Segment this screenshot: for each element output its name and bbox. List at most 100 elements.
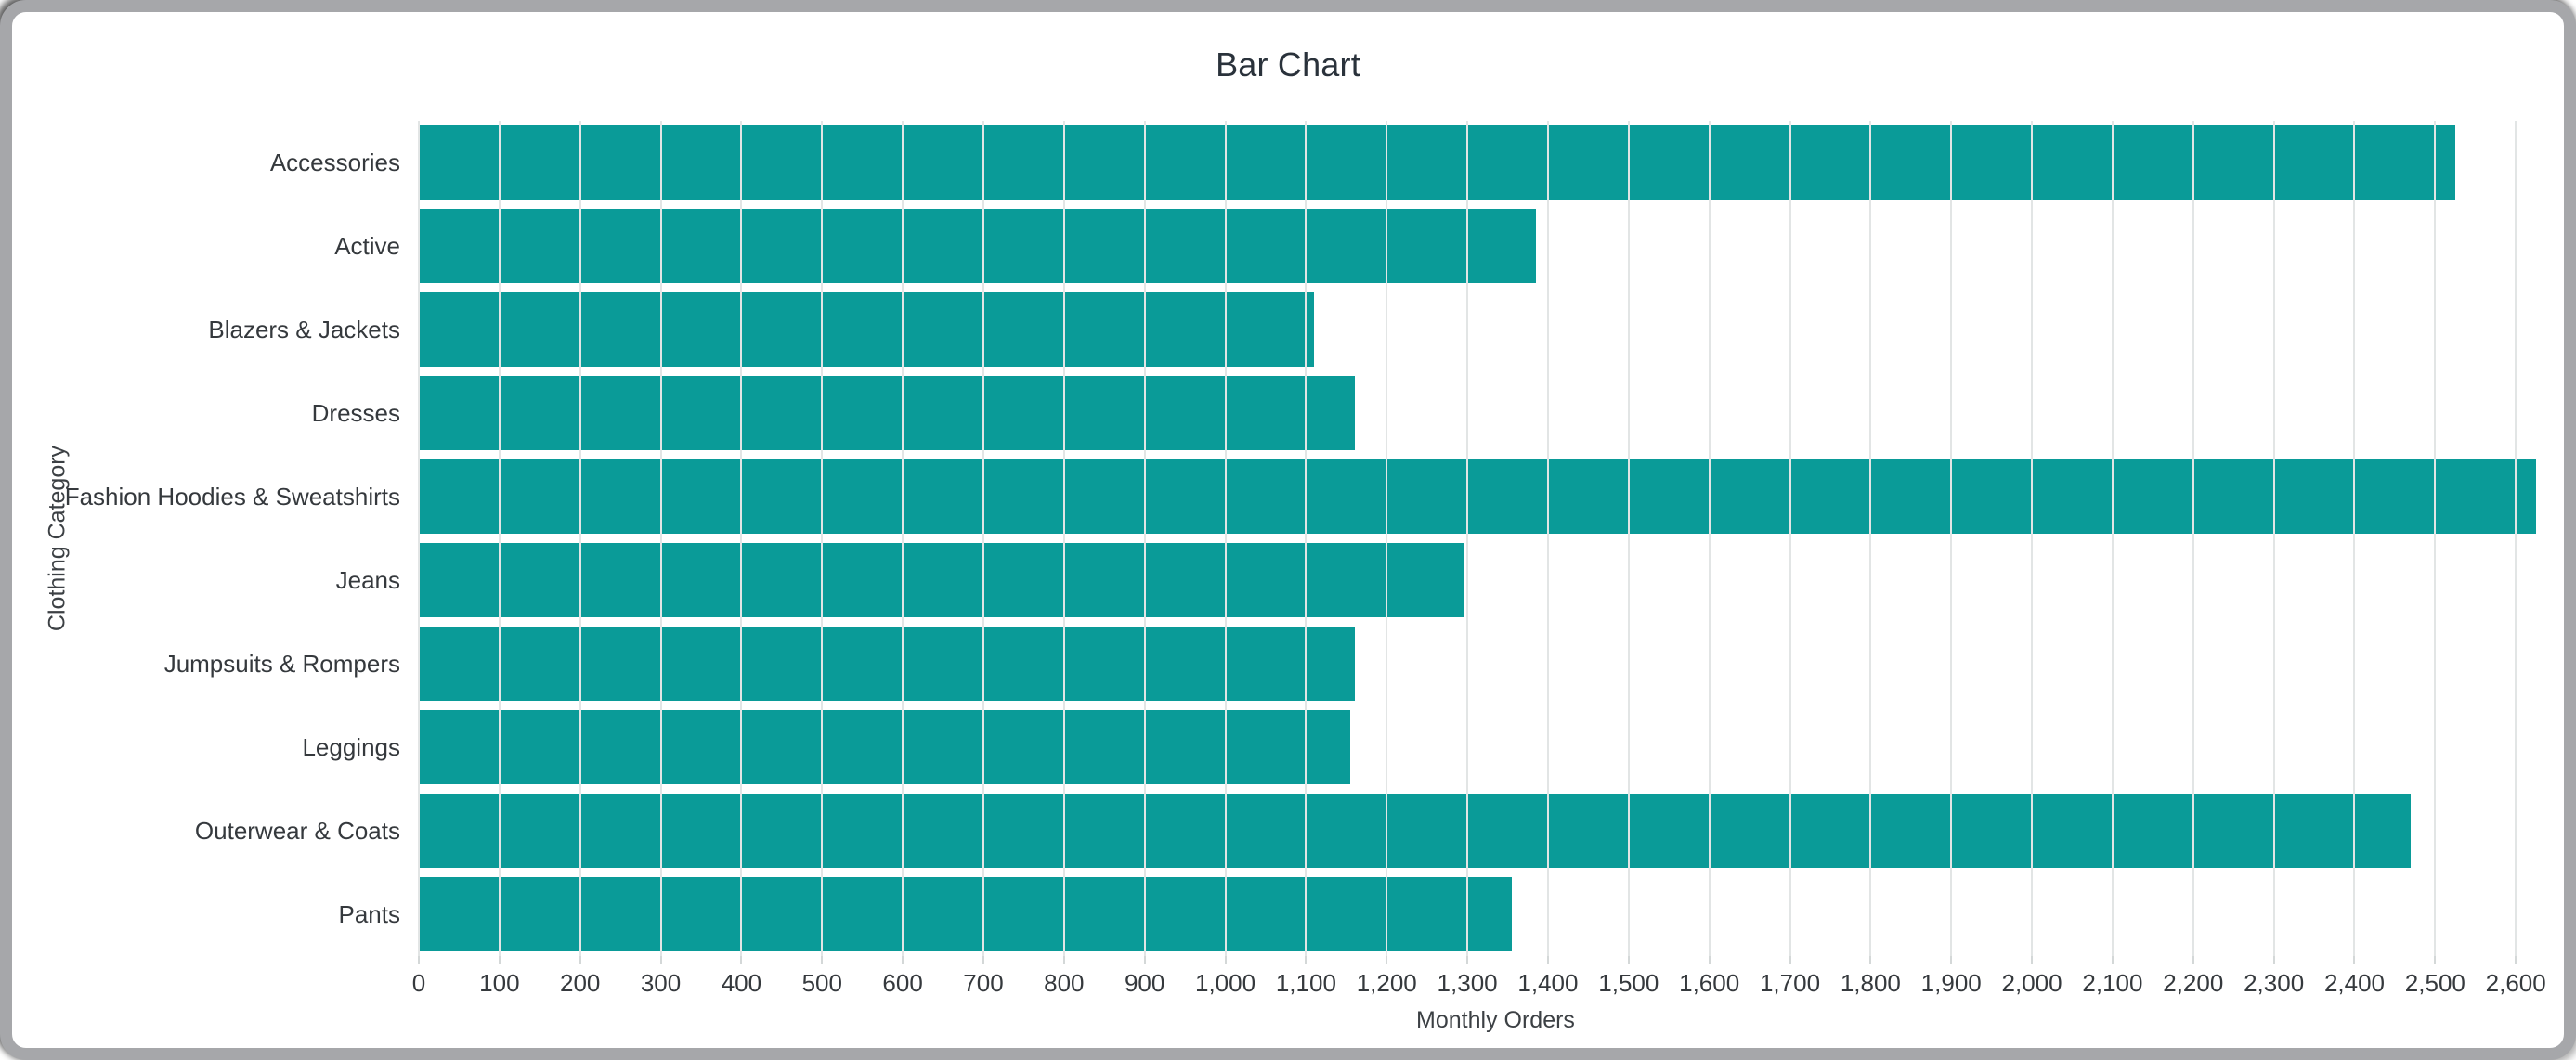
- y-tick-label-active: Active: [334, 231, 400, 260]
- x-axis-title: Monthly Orders: [1416, 1007, 1575, 1033]
- y-axis-tick-labels: Accessories Active Blazers & Jackets Dresse…: [12, 121, 400, 956]
- gridline-x-600: [902, 121, 904, 956]
- x-tick-label-2400: 2,400: [2323, 969, 2386, 997]
- gridline-x-1100: [1305, 121, 1308, 956]
- gridline-x-2600: [2515, 121, 2517, 956]
- x-tick-label-200: 200: [560, 969, 601, 997]
- gridline-x-1700: [1789, 121, 1791, 956]
- tick-mark-x-800: [1062, 956, 1065, 964]
- x-tick-label-500: 500: [801, 969, 842, 997]
- x-tick-label-600: 600: [882, 969, 923, 997]
- bar-row-fashion-hoodies-and-sweatshirts: [419, 455, 2572, 538]
- tick-mark-x-100: [498, 956, 501, 964]
- x-tick-label-2300: 2,300: [2244, 969, 2305, 997]
- gridline-x-2300: [2272, 121, 2275, 956]
- x-tick-label-800: 800: [1044, 969, 1085, 997]
- tick-mark-x-1100: [1305, 956, 1308, 964]
- x-tick-label-1300: 1,300: [1437, 969, 1498, 997]
- bar-row-accessories: [419, 121, 2572, 204]
- gridline-x-700: [982, 121, 984, 956]
- y-tick-label-jumpsuits-and-rompers: Jumpsuits & Rompers: [163, 649, 400, 678]
- gridline-x-800: [1062, 121, 1065, 956]
- x-tick-label-2500: 2,500: [2404, 969, 2465, 997]
- gridline-x-1600: [1708, 121, 1711, 956]
- bar-row-dresses: [419, 371, 2572, 455]
- bar-blazers-and-jackets[interactable]: [419, 292, 1315, 367]
- x-tick-label-2000: 2,000: [2001, 969, 2062, 997]
- chart-title: Bar Chart: [1216, 45, 1360, 84]
- tick-mark-x-1300: [1466, 956, 1469, 964]
- x-tick-label-700: 700: [963, 969, 1004, 997]
- tick-mark-x-2600: [2515, 956, 2517, 964]
- gridline-x-1400: [1546, 121, 1549, 956]
- x-tick-label-400: 400: [721, 969, 762, 997]
- bar-row-active: [419, 204, 2572, 288]
- y-tick-label-jeans: Jeans: [335, 565, 400, 594]
- bar-row-leggings: [419, 705, 2572, 789]
- gridline-x-2000: [2031, 121, 2034, 956]
- tick-mark-x-300: [659, 956, 662, 964]
- x-tick-label-1200: 1,200: [1356, 969, 1417, 997]
- gridline-x-500: [821, 121, 824, 956]
- tick-mark-x-1600: [1708, 956, 1711, 964]
- tick-mark-x-1700: [1789, 956, 1791, 964]
- bar-rows: [419, 121, 2572, 956]
- bar-leggings[interactable]: [419, 710, 1351, 784]
- bar-row-jeans: [419, 538, 2572, 622]
- tick-mark-x-2000: [2031, 956, 2034, 964]
- y-tick-label-outerwear-and-coats: Outerwear & Coats: [194, 816, 400, 845]
- y-tick-label-blazers-and-jackets: Blazers & Jackets: [208, 315, 400, 343]
- x-tick-label-1600: 1,600: [1679, 969, 1740, 997]
- tick-mark-x-1000: [1224, 956, 1227, 964]
- gridline-x-2400: [2353, 121, 2356, 956]
- bar-pants[interactable]: [419, 877, 1512, 951]
- x-tick-label-2600: 2,600: [2485, 969, 2546, 997]
- bar-jumpsuits-and-rompers[interactable]: [419, 627, 1355, 701]
- tick-mark-x-1400: [1546, 956, 1549, 964]
- x-axis-tick-labels: 0 100 200 300 400 500 600 700 800 900 1,000 1,100 1,…: [412, 969, 2572, 1001]
- x-tick-label-1000: 1,000: [1194, 969, 1256, 997]
- bar-active[interactable]: [419, 209, 1536, 283]
- gridline-x-1300: [1466, 121, 1469, 956]
- gridline-x-300: [659, 121, 662, 956]
- gridline-x-200: [579, 121, 581, 956]
- tick-mark-x-600: [902, 956, 904, 964]
- gridline-x-1900: [1950, 121, 1953, 956]
- x-tick-label-0: 0: [411, 969, 426, 997]
- gridline-x-0: [418, 121, 420, 956]
- plot-area: [418, 121, 2572, 964]
- gridline-x-2500: [2434, 121, 2437, 956]
- gridline-x-1800: [1869, 121, 1872, 956]
- tick-mark-x-1500: [1627, 956, 1630, 964]
- x-tick-label-300: 300: [640, 969, 682, 997]
- x-tick-label-100: 100: [479, 969, 520, 997]
- x-tick-label-1800: 1,800: [1840, 969, 1901, 997]
- bar-jeans[interactable]: [419, 543, 1464, 617]
- bar-accessories[interactable]: [419, 125, 2456, 200]
- tick-mark-x-1800: [1869, 956, 1872, 964]
- y-tick-label-accessories: Accessories: [269, 148, 400, 176]
- bar-fashion-hoodies-and-sweatshirts[interactable]: [419, 459, 2536, 534]
- tick-mark-x-2100: [2111, 956, 2114, 964]
- tick-mark-x-200: [579, 956, 581, 964]
- y-tick-label-leggings: Leggings: [302, 732, 400, 761]
- gridline-x-1200: [1386, 121, 1388, 956]
- bar-row-outerwear-and-coats: [419, 789, 2572, 873]
- tick-mark-x-400: [740, 956, 743, 964]
- x-tick-label-1500: 1,500: [1598, 969, 1659, 997]
- gridline-x-400: [740, 121, 743, 956]
- tick-mark-x-1900: [1950, 956, 1953, 964]
- tick-mark-x-2400: [2353, 956, 2356, 964]
- bar-dresses[interactable]: [419, 376, 1355, 450]
- y-tick-label-fashion-hoodies-and-sweatshirts: Fashion Hoodies & Sweatshirts: [64, 482, 400, 511]
- tick-mark-x-500: [821, 956, 824, 964]
- bar-outerwear-and-coats[interactable]: [419, 794, 2412, 868]
- gridline-x-900: [1143, 121, 1146, 956]
- y-tick-label-dresses: Dresses: [311, 398, 400, 427]
- tick-mark-x-2200: [2192, 956, 2194, 964]
- tick-mark-x-2500: [2434, 956, 2437, 964]
- tick-mark-x-0: [418, 956, 420, 964]
- x-tick-label-2200: 2,200: [2163, 969, 2224, 997]
- x-tick-label-1100: 1,100: [1275, 969, 1336, 997]
